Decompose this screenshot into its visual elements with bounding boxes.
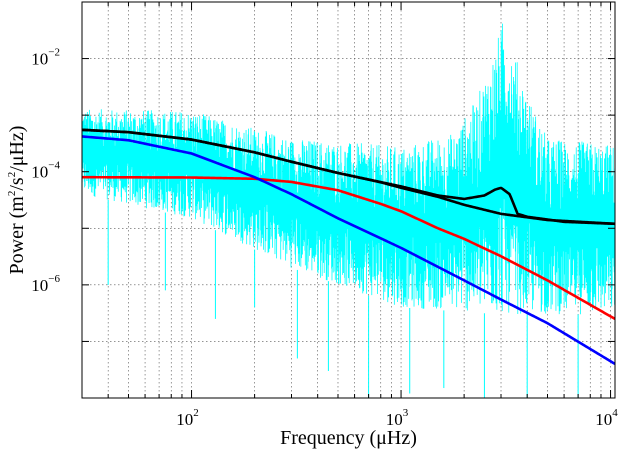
plot-frame (81, 1, 616, 399)
x-tick-label: 103 (386, 407, 409, 429)
activity-series (82, 135, 615, 366)
y-tick-label: 10−2 (31, 47, 60, 69)
granulation-series (82, 175, 615, 321)
x-tick-label: 102 (176, 407, 199, 429)
y-tick-label: 10−4 (31, 160, 60, 182)
x-tick-label: 104 (595, 407, 618, 429)
y-axis-label: Power (m2/s2/μHz) (6, 126, 28, 275)
axis-ticks (81, 1, 615, 399)
x-axis-label: Frequency (μHz) (280, 427, 417, 449)
spectrum-series (82, 23, 615, 315)
series-layer (82, 23, 615, 398)
y-tick-label: 10−6 (31, 273, 60, 295)
background-fit-series (82, 128, 615, 226)
tick-labels: 102 103 104 10−2 10−4 10−6 (31, 47, 618, 429)
